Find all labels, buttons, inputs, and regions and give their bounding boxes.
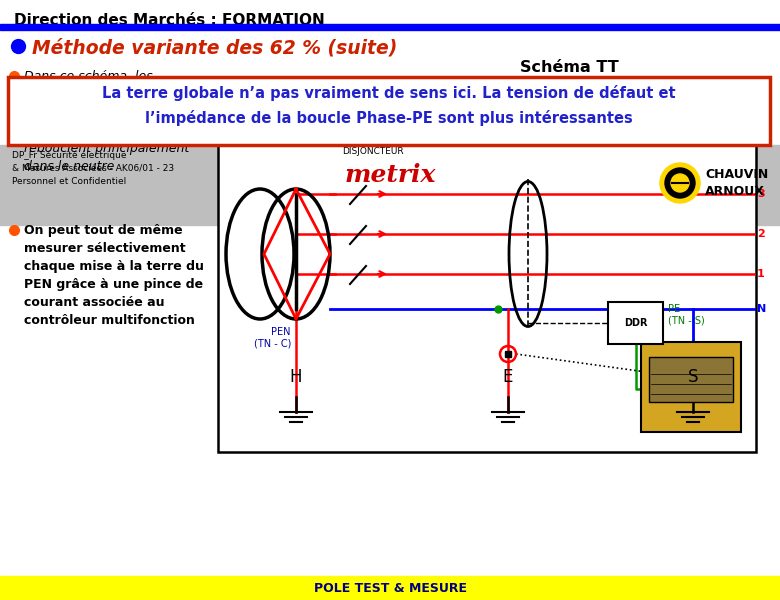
Circle shape: [665, 168, 695, 198]
Text: Direction des Marchés : FORMATION: Direction des Marchés : FORMATION: [14, 13, 324, 28]
Text: N: N: [757, 304, 766, 314]
Bar: [608, 302, 663, 344]
Text: 3: 3: [757, 189, 764, 199]
Text: La terre globale n’a pas vraiment de sens ici. La tension de défaut et
l’impédan: La terre globale n’a pas vraiment de sen…: [102, 85, 675, 126]
Text: CHAUVIN
ARNOUX: CHAUVIN ARNOUX: [705, 168, 768, 198]
Text: PE
(TN - S): PE (TN - S): [668, 304, 705, 326]
Text: Méthode variante des 62 % (suite): Méthode variante des 62 % (suite): [32, 39, 397, 58]
Text: DP_Fr Sécurité électrique
& Mesures Associées - AK06/01 - 23
Personnel et Confid: DP_Fr Sécurité électrique & Mesures Asso…: [12, 151, 174, 185]
Text: H: H: [289, 368, 303, 386]
Text: 1: 1: [757, 269, 764, 279]
Circle shape: [660, 163, 700, 203]
Bar: [218, 134, 756, 452]
Text: metrix: metrix: [344, 163, 436, 187]
Text: E: E: [503, 368, 513, 386]
Circle shape: [671, 174, 689, 192]
Text: PEN
(TN - C): PEN (TN - C): [254, 327, 291, 349]
Text: DDR: DDR: [624, 318, 647, 328]
Text: S: S: [688, 368, 698, 386]
Bar: [641, 342, 741, 432]
Bar: [8, 77, 770, 145]
Text: On peut tout de même
mesurer sélectivement
chaque mise à la terre du
PEN grâce à: On peut tout de même mesurer sélectiveme…: [24, 224, 204, 327]
Text: POLE TEST & MESURE: POLE TEST & MESURE: [314, 581, 466, 595]
Bar: [649, 357, 733, 402]
Text: 2: 2: [757, 229, 764, 239]
Bar: [0, 145, 780, 225]
Text: Schéma TT: Schéma TT: [520, 60, 619, 75]
Bar: [0, 576, 780, 600]
Text: Dans ce schéma, les
terres sont fonctionnelles
et non de sécurité puisque
les co: Dans ce schéma, les terres sont fonction…: [24, 70, 191, 173]
Text: FUSIBLES /
DISJONCTEUR: FUSIBLES / DISJONCTEUR: [342, 136, 404, 156]
Bar: [0, 24, 780, 30]
